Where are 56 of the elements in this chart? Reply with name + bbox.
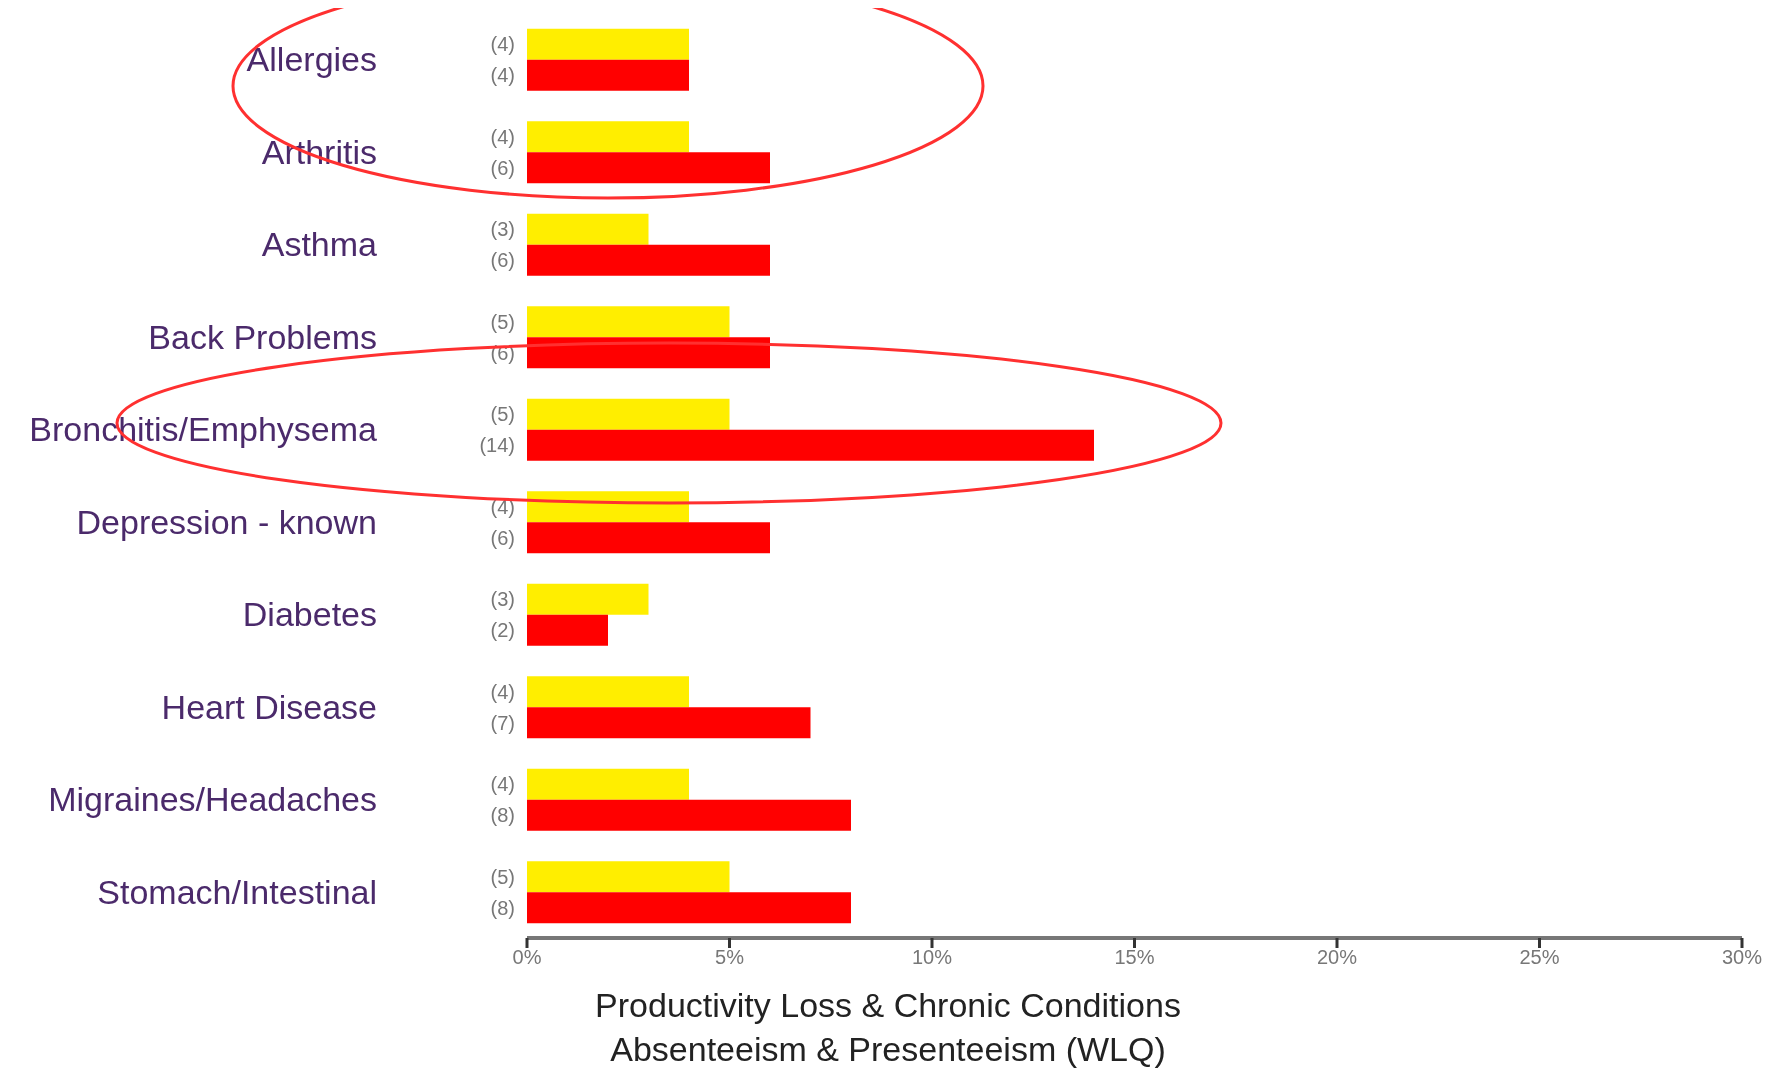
bar (527, 707, 811, 739)
data-label: (2) (490, 619, 515, 642)
bar (527, 768, 689, 800)
bar (527, 398, 730, 430)
bar (527, 676, 689, 708)
y-tick-label: Back Problems (148, 317, 377, 356)
y-tick-label: Stomach/Intestinal (97, 872, 377, 911)
data-label: (5) (490, 403, 515, 426)
text: Productivity Loss & Chronic Conditions (594, 985, 1182, 1026)
x-tick-label: 15% (1114, 946, 1155, 969)
y-tick-label: Allergies (246, 40, 377, 79)
bar (527, 213, 649, 245)
bar (527, 244, 770, 276)
data-label: (4) (490, 33, 515, 56)
x-tick-label: 0% (512, 946, 542, 969)
x-tick-label: 25% (1519, 946, 1560, 969)
bar (527, 337, 770, 369)
data-label: (3) (490, 218, 515, 241)
y-tick-label: Asthma (261, 225, 378, 264)
data-label: (3) (490, 588, 515, 611)
data-label: (6) (490, 526, 515, 549)
bar (527, 306, 730, 338)
x-tick-label: 10% (911, 946, 953, 969)
y-tick-label: Depression - known (76, 502, 377, 541)
data-label: (5) (490, 310, 515, 333)
x-tick-label: 5% (715, 946, 745, 969)
bar (527, 152, 770, 184)
bar (527, 59, 689, 91)
bar (527, 614, 608, 646)
y-tick-label: Diabetes (242, 595, 377, 634)
data-label: (4) (490, 64, 515, 87)
y-tick-label: Migraines/Headaches (48, 780, 377, 819)
data-label: (8) (490, 804, 515, 827)
data-label: (6) (490, 249, 515, 272)
x-tick-label: 30% (1721, 946, 1763, 969)
bar (527, 121, 689, 153)
data-label: (4) (490, 680, 515, 703)
data-label: (5) (490, 865, 515, 888)
data-label: (14) (479, 434, 515, 457)
bar (527, 861, 730, 893)
bar (527, 892, 851, 924)
data-label: (6) (490, 156, 515, 179)
data-label: (4) (490, 773, 515, 796)
y-tick-label: Heart Disease (161, 687, 377, 726)
data-label: (8) (490, 896, 515, 919)
data-label: (7) (490, 711, 515, 734)
bar (527, 429, 1094, 461)
x-tick-label: 20% (1316, 946, 1358, 969)
bar (527, 799, 851, 831)
data-label: (4) (490, 495, 515, 518)
bar (527, 28, 689, 60)
bar (527, 491, 689, 523)
text: Absenteeism & Presenteeism (WLQ) (609, 1029, 1167, 1068)
bar (527, 522, 770, 554)
data-label: (4) (490, 125, 515, 148)
bar (527, 583, 649, 615)
